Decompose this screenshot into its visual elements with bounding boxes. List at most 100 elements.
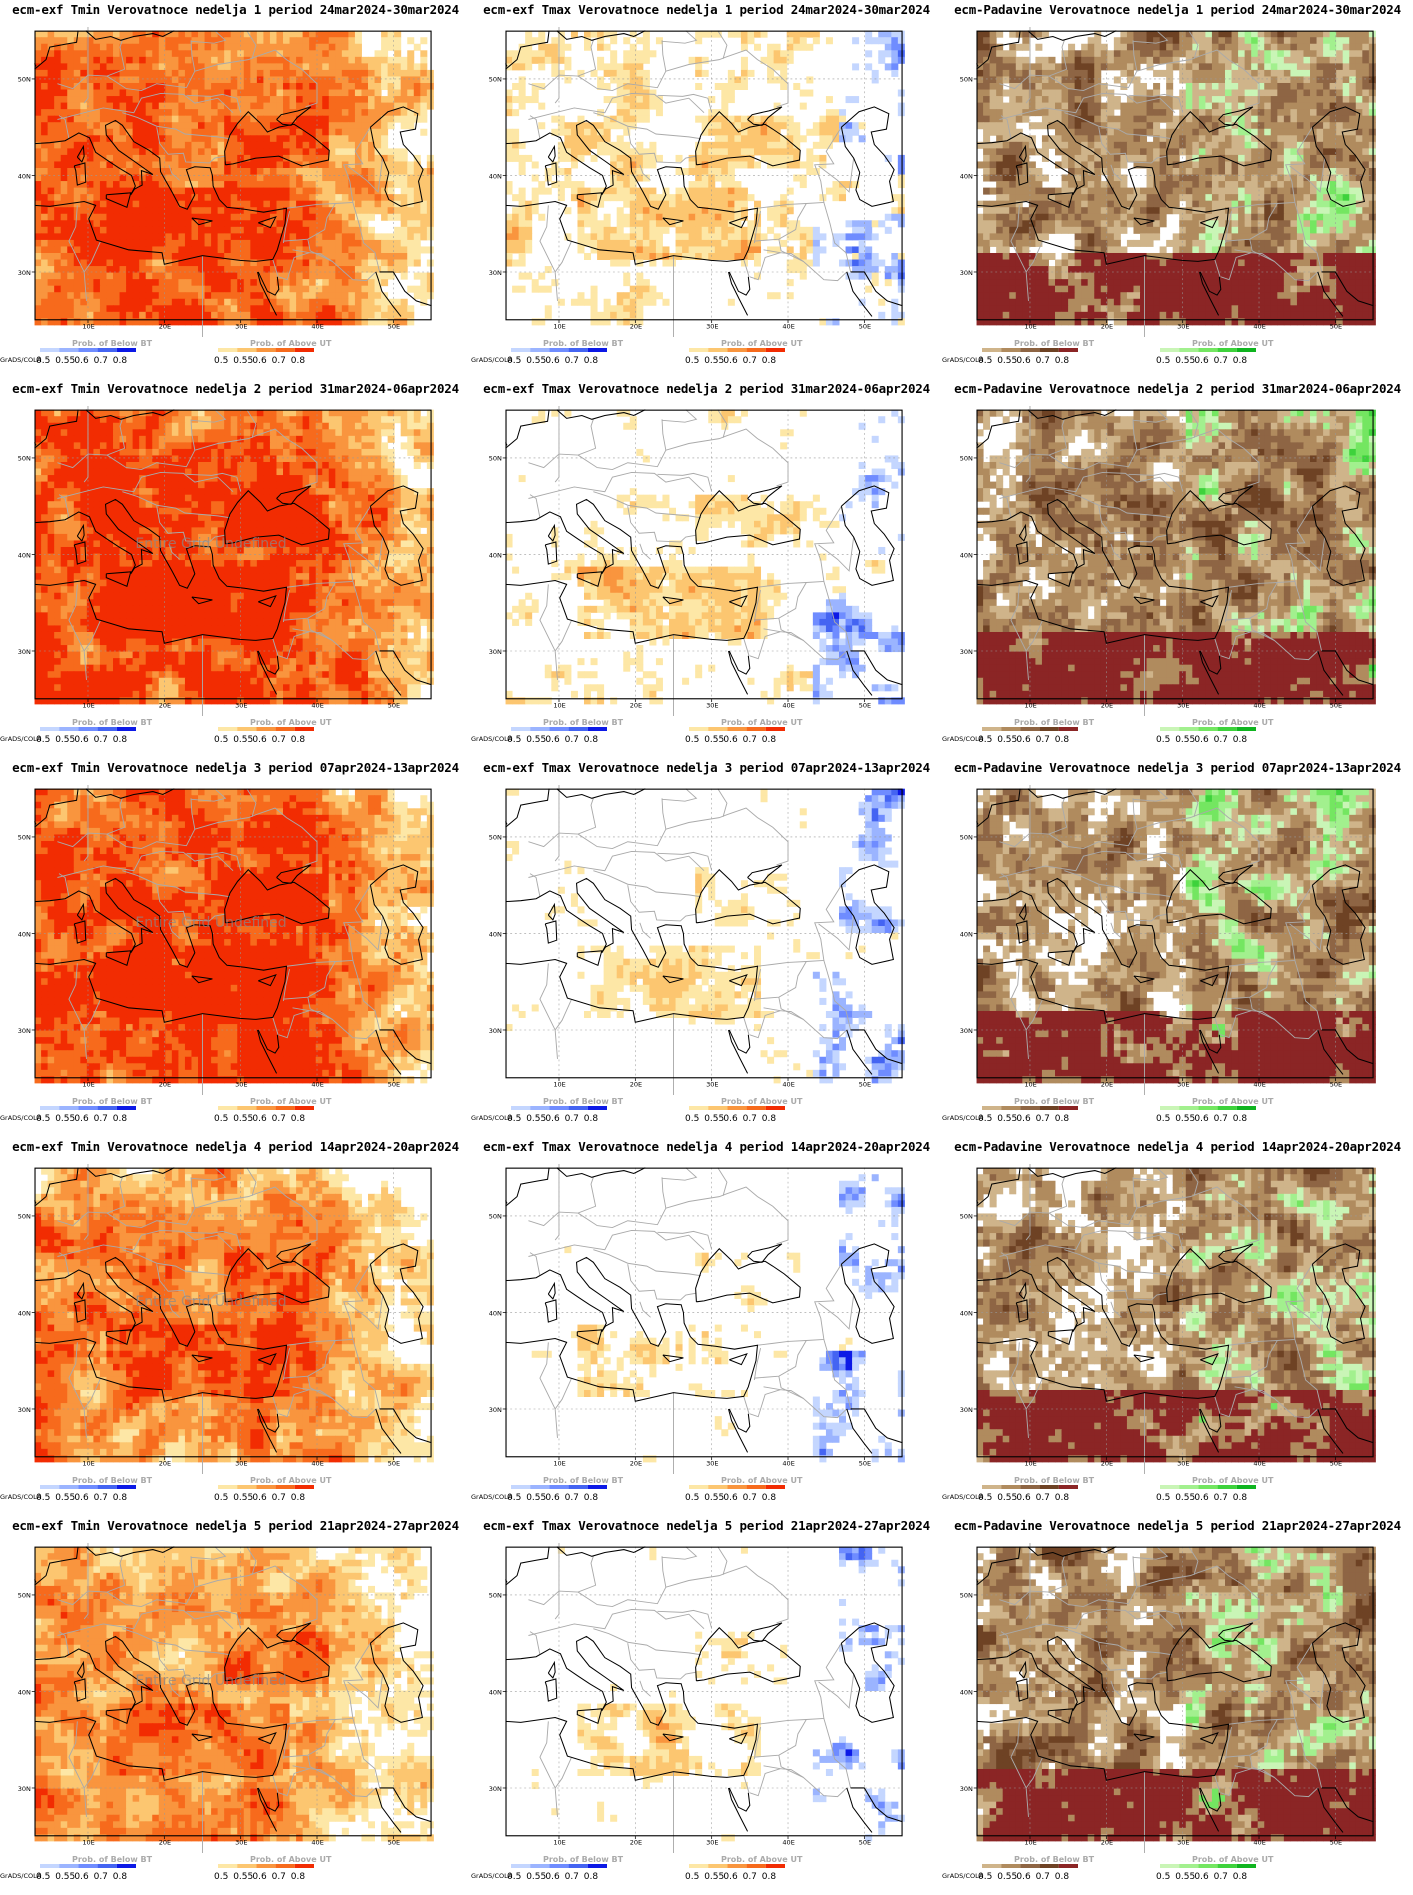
x-tick-label: 10E — [553, 1839, 565, 1847]
legend-value: 0.7 — [565, 1872, 579, 1882]
legend-swatch — [256, 1106, 276, 1110]
legend-swatch — [218, 1485, 238, 1489]
legend-value: 0.8 — [1233, 356, 1248, 366]
map-frame — [976, 409, 1374, 700]
legend-swatch — [218, 1106, 238, 1110]
legend-value: 0.6 — [252, 735, 267, 745]
legend-value: 0.55 — [526, 1493, 546, 1503]
legend-swatch — [1160, 1485, 1180, 1489]
undefined-grid-watermark: Entire Grid Undefined — [135, 1673, 286, 1689]
legend-value: 0.7 — [743, 356, 757, 366]
legend-swatch — [708, 1106, 728, 1110]
grads-credit: GrADS/COLA — [942, 735, 984, 743]
panel-title: ecm-Padavine Verovatnoce nedelja 3 perio… — [942, 760, 1413, 775]
legend-value: 0.8 — [291, 1493, 306, 1503]
legend-swatch — [116, 1485, 136, 1489]
legend-swatch — [568, 727, 588, 731]
legend-swatch — [294, 1485, 314, 1489]
forecast-panel: ecm-exf Tmin Verovatnoce nedelja 4 perio… — [0, 1137, 471, 1516]
legend-swatch — [294, 1864, 314, 1868]
probability-map: 10E 20E 30E 40E 50E 50N 40N 30N — [960, 1164, 1376, 1474]
above-legend: Prob. of Above UT 0.5 0.55 0.6 0.7 0.8 — [214, 718, 332, 745]
legend-value: 0.8 — [762, 1493, 777, 1503]
legend-swatch — [40, 1106, 60, 1110]
x-tick-label: 10E — [553, 1460, 565, 1468]
legend-value: 0.7 — [565, 1114, 579, 1124]
legend-value: 0.55 — [997, 1872, 1017, 1882]
legend-value: 0.8 — [1233, 1114, 1248, 1124]
legend-value: 0.7 — [94, 1493, 108, 1503]
legend-value: 0.8 — [291, 1114, 306, 1124]
legend-swatch — [727, 727, 747, 731]
legend-title: Prob. of Above UT — [721, 1097, 803, 1106]
legend-value: 0.55 — [233, 735, 253, 745]
legend-value: 0.5 — [978, 1493, 992, 1503]
legend-value: 0.7 — [1036, 1114, 1050, 1124]
forecast-panel: ecm-exf Tmax Verovatnoce nedelja 3 perio… — [471, 758, 942, 1137]
legend-title: Prob. of Above UT — [250, 1476, 332, 1485]
legend-swatch — [218, 727, 238, 731]
legend-title: Prob. of Below BT — [1014, 718, 1095, 727]
legend-title: Prob. of Below BT — [543, 718, 624, 727]
legend-title: Prob. of Below BT — [72, 718, 153, 727]
legend-swatch — [1236, 1106, 1256, 1110]
x-tick-label: 20E — [159, 1081, 171, 1089]
legend-title: Prob. of Below BT — [72, 339, 153, 348]
x-tick-label: 50E — [1330, 323, 1342, 331]
legend-swatch — [1179, 1864, 1199, 1868]
legend-swatch — [1001, 348, 1021, 352]
country-borders — [999, 1164, 1326, 1474]
graticule — [34, 30, 432, 321]
x-tick-label: 40E — [782, 1839, 794, 1847]
legend-swatch — [982, 1864, 1002, 1868]
legend-swatch — [237, 1106, 257, 1110]
probability-map: 10E 20E 30E 40E 50E 50N 40N 30N — [18, 27, 434, 337]
below-legend: Prob. of Below BT 0.5 0.55 0.6 0.7 0.8 — [978, 1476, 1095, 1503]
y-tick-label: 40N — [18, 1309, 31, 1317]
legend-title: Prob. of Below BT — [72, 1097, 153, 1106]
x-tick-label: 40E — [311, 1839, 323, 1847]
probability-map: Entire Grid Undefined 10E 20E 30E 40E 50E 50N 4… — [18, 406, 434, 716]
legend-swatch — [78, 1864, 98, 1868]
legend-value: 0.55 — [997, 1114, 1017, 1124]
legend-swatch — [40, 727, 60, 731]
x-tick-label: 20E — [159, 323, 171, 331]
y-tick-label: 40N — [960, 551, 973, 559]
legend-value: 0.55 — [704, 356, 724, 366]
below-legend: Prob. of Below BT 0.5 0.55 0.6 0.7 0.8 — [36, 1097, 153, 1124]
legend-value: 0.8 — [1055, 735, 1070, 745]
forecast-panel: ecm-exf Tmax Verovatnoce nedelja 5 perio… — [471, 1516, 942, 1895]
legend-title: Prob. of Below BT — [1014, 1855, 1095, 1864]
panel-title: ecm-exf Tmax Verovatnoce nedelja 3 perio… — [471, 760, 942, 775]
legend-value: 0.55 — [233, 1114, 253, 1124]
above-legend: Prob. of Above UT 0.5 0.55 0.6 0.7 0.8 — [1156, 718, 1274, 745]
country-borders — [528, 406, 855, 716]
forecast-panel: ecm-exf Tmax Verovatnoce nedelja 4 perio… — [471, 1137, 942, 1516]
legend-value: 0.5 — [214, 735, 228, 745]
legend-swatch — [1179, 1106, 1199, 1110]
y-tick-label: 50N — [489, 1213, 502, 1221]
legend-value: 0.8 — [113, 735, 128, 745]
legend-value: 0.6 — [1194, 1114, 1209, 1124]
x-tick-label: 50E — [1330, 702, 1342, 710]
legend-value: 0.6 — [723, 735, 738, 745]
below-legend: Prob. of Below BT 0.5 0.55 0.6 0.7 0.8 — [507, 718, 624, 745]
legend-swatch — [40, 348, 60, 352]
country-borders — [528, 27, 855, 337]
forecast-panel: ecm-Padavine Verovatnoce nedelja 5 perio… — [942, 1516, 1413, 1895]
legend-title: Prob. of Below BT — [543, 339, 624, 348]
legend-value: 0.5 — [507, 735, 521, 745]
legend-swatch — [1217, 348, 1237, 352]
y-tick-label: 30N — [18, 648, 31, 656]
legend-value: 0.55 — [1175, 356, 1195, 366]
y-tick-label: 50N — [489, 76, 502, 84]
country-borders — [57, 27, 384, 337]
above-legend: Prob. of Above UT 0.5 0.55 0.6 0.7 0.8 — [1156, 339, 1274, 366]
x-tick-label: 40E — [1253, 323, 1265, 331]
x-tick-label: 10E — [553, 1081, 565, 1089]
legend-swatch — [97, 348, 117, 352]
country-borders — [528, 785, 855, 1095]
legend-swatch — [275, 1864, 295, 1868]
